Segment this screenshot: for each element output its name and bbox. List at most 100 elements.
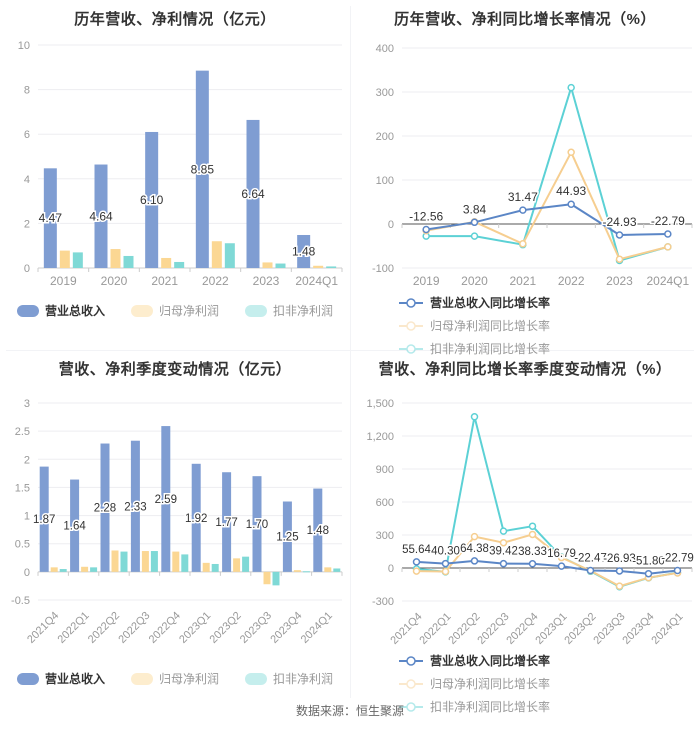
svg-text:-0.5: -0.5 — [11, 595, 30, 607]
svg-text:1,200: 1,200 — [366, 431, 394, 443]
legend-line-marker — [399, 678, 423, 689]
legend-item-2: 归母净利润同比增长率 — [398, 675, 550, 692]
legend-quarterly-growth-rate: 营业总收入同比增长率 归母净利润同比增长率 扣非净利润同比增长率 — [398, 652, 698, 715]
svg-text:-51.80: -51.80 — [632, 556, 665, 568]
legend-annual-growth-rate: 营业总收入同比增长率 归母净利润同比增长率 扣非净利润同比增长率 — [398, 294, 698, 357]
legend-line-marker — [399, 655, 423, 666]
svg-text:31.47: 31.47 — [508, 190, 538, 204]
chart-title-quarterly-revenue-profit: 营收、净利季度变动情况（亿元） — [58, 361, 292, 378]
legend-label: 归母净利润同比增长率 — [430, 677, 551, 691]
legend-swatch — [130, 672, 153, 685]
svg-text:2019: 2019 — [50, 274, 77, 288]
legend-label: 营业总收入 — [44, 304, 105, 318]
legend-item-2: 归母净利润 — [130, 670, 219, 687]
svg-text:8: 8 — [24, 85, 30, 97]
svg-text:2022Q1: 2022Q1 — [56, 610, 92, 646]
svg-text:2021Q4: 2021Q4 — [25, 610, 61, 646]
svg-text:1.87: 1.87 — [33, 514, 55, 526]
svg-text:2023Q3: 2023Q3 — [238, 610, 274, 646]
legend-line-marker — [399, 297, 423, 308]
svg-text:2.28: 2.28 — [94, 503, 116, 515]
svg-text:2023Q4: 2023Q4 — [268, 610, 304, 646]
svg-text:4.64: 4.64 — [89, 209, 113, 223]
svg-text:2022Q4: 2022Q4 — [147, 610, 183, 646]
svg-text:6.64: 6.64 — [241, 187, 265, 201]
annual-growth-rate-chart: -100 0 100 200 300 400 2019 2020 2021 2022 2023 202… — [372, 43, 693, 288]
svg-text:44.93: 44.93 — [556, 184, 586, 198]
svg-text:0: 0 — [24, 263, 30, 275]
svg-text:2022: 2022 — [202, 274, 229, 288]
svg-text:2023: 2023 — [253, 274, 280, 288]
chart-panel-annual-growth-rate: 历年营收、净利同比增长率情况（%） -100 0 100 200 300 400 2019 2… — [350, 0, 700, 356]
svg-text:2022Q2: 2022Q2 — [86, 610, 122, 646]
svg-text:2023: 2023 — [606, 274, 633, 288]
legend-line-marker — [399, 343, 423, 354]
data-source-note: 数据来源：恒生聚源 — [295, 704, 404, 718]
legend-item-3: 扣非净利润 — [245, 670, 333, 687]
svg-text:2023Q2: 2023Q2 — [208, 610, 244, 646]
svg-text:-22.79: -22.79 — [651, 214, 685, 228]
svg-text:38.33: 38.33 — [518, 546, 547, 558]
svg-text:-26.93: -26.93 — [603, 553, 636, 565]
legend-label: 扣非净利润同比增长率 — [430, 700, 551, 714]
legend-quarterly-revenue-profit: 营业总收入 归母净利润 扣非净利润 — [0, 670, 350, 687]
legend-label: 扣非净利润 — [273, 304, 334, 318]
svg-text:2020: 2020 — [461, 274, 488, 288]
legend-swatch — [245, 304, 267, 317]
svg-text:2: 2 — [24, 454, 30, 466]
svg-text:2023Q1: 2023Q1 — [177, 610, 213, 646]
svg-text:2021: 2021 — [509, 274, 536, 288]
svg-text:1.48: 1.48 — [307, 525, 329, 537]
legend-item-3: 扣非净利润 — [245, 302, 333, 319]
svg-text:-24.93: -24.93 — [602, 215, 636, 229]
annual-revenue-profit-chart: 0 2 4 6 8 10 2019 2020 2021 2022 2023 2024Q1 4.47 4.6… — [18, 40, 343, 288]
legend-label: 归母净利润 — [158, 672, 219, 686]
svg-text:2.59: 2.59 — [155, 494, 177, 506]
legend-label: 营业总收入同比增长率 — [430, 654, 551, 668]
svg-text:0: 0 — [388, 219, 394, 231]
svg-text:4: 4 — [24, 174, 30, 186]
svg-text:-22.47: -22.47 — [574, 552, 607, 564]
legend-item-3: 扣非净利润同比增长率 — [398, 698, 550, 715]
svg-text:400: 400 — [376, 43, 394, 55]
svg-text:-100: -100 — [372, 263, 394, 275]
chart-title-annual-growth-rate: 历年营收、净利同比增长率情况（%） — [394, 11, 656, 28]
quarterly-revenue-profit-chart: -0.500.511.522.532021Q42022Q12022Q22022Q… — [11, 398, 343, 646]
legend-label: 营业总收入同比增长率 — [430, 296, 551, 310]
legend-swatch — [16, 304, 39, 317]
svg-text:6.10: 6.10 — [140, 193, 164, 207]
chart-title-annual-revenue-profit: 历年营收、净利情况（亿元） — [74, 11, 276, 28]
svg-text:2019: 2019 — [413, 274, 440, 288]
svg-text:1,500: 1,500 — [366, 398, 394, 410]
svg-text:2: 2 — [24, 218, 30, 230]
svg-text:0: 0 — [24, 567, 30, 579]
svg-text:64.38: 64.38 — [460, 543, 489, 555]
svg-text:55.64: 55.64 — [402, 544, 431, 556]
legend-item-1: 营业总收入 — [16, 670, 105, 687]
legend-label: 归母净利润 — [158, 304, 219, 318]
chart-title-quarterly-growth-rate: 营收、净利同比增长率季度变动情况（%） — [378, 361, 672, 378]
legend-item-3: 扣非净利润同比增长率 — [398, 340, 550, 357]
legend-item-2: 归母净利润 — [130, 302, 219, 319]
legend-label: 归母净利润同比增长率 — [430, 319, 551, 333]
svg-text:-300: -300 — [372, 596, 394, 608]
svg-text:300: 300 — [376, 87, 394, 99]
svg-text:0: 0 — [388, 563, 394, 575]
panel-divider-horizontal — [6, 350, 694, 351]
svg-text:1.92: 1.92 — [185, 513, 207, 525]
svg-text:2021: 2021 — [151, 274, 178, 288]
svg-text:3.84: 3.84 — [463, 202, 487, 216]
svg-text:100: 100 — [376, 175, 394, 187]
svg-text:4.47: 4.47 — [39, 211, 63, 225]
svg-text:2.5: 2.5 — [15, 426, 30, 438]
svg-text:10: 10 — [18, 40, 30, 52]
chart-panel-quarterly-revenue-profit: 营收、净利季度变动情况（亿元） -0.5 0 0.5 1 1.5 2 2.5 3 2021Q4 2… — [0, 350, 350, 700]
svg-text:1: 1 — [24, 511, 30, 523]
svg-text:8.85: 8.85 — [191, 162, 215, 176]
svg-text:2020: 2020 — [101, 274, 128, 288]
legend-swatch — [16, 672, 39, 685]
legend-label: 扣非净利润同比增长率 — [430, 342, 551, 356]
svg-text:2.33: 2.33 — [124, 501, 146, 513]
legend-swatch — [245, 672, 267, 685]
